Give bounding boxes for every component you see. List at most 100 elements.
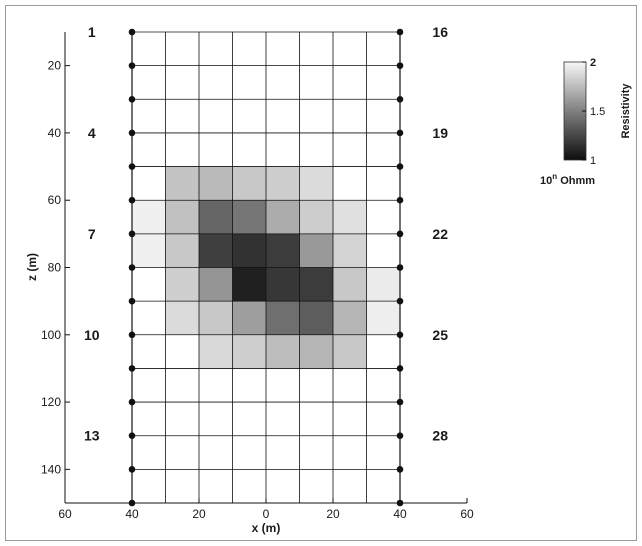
heatmap-cell <box>199 166 233 201</box>
heatmap-cell <box>266 301 300 335</box>
electrode-dot <box>396 264 404 271</box>
electrode-dot <box>128 331 136 339</box>
heatmap-cell <box>333 301 367 335</box>
electrode-dot <box>128 398 136 406</box>
electrode-dot <box>128 62 136 69</box>
heatmap-cell <box>199 233 233 268</box>
heatmap-cell <box>266 233 300 268</box>
figure-frame <box>5 5 637 541</box>
x-tick-label: 40 <box>125 507 139 521</box>
colorbar-ticks: 11.52 <box>582 57 605 167</box>
electrode-dot <box>396 466 404 473</box>
heatmap-cell <box>266 166 300 201</box>
heatmap-cell <box>199 334 233 369</box>
electrode-dot <box>396 95 404 103</box>
colorbar-unit: 10n Ohmm <box>540 172 595 187</box>
y-tick-label: 40 <box>48 126 62 140</box>
heatmap-cell <box>299 334 333 369</box>
y-axis-label: z (m) <box>25 253 39 281</box>
colorbar: 11.52 Resistivity 10n Ohmm <box>540 57 632 187</box>
heatmap-cell <box>165 233 199 268</box>
electrode-dot <box>128 196 136 204</box>
heatmap-cell <box>165 267 199 302</box>
heatmap-cell <box>232 200 266 234</box>
electrode-dot <box>128 499 136 507</box>
heatmap-cell <box>165 200 199 234</box>
heatmap-cell <box>333 233 367 268</box>
y-tick-label: 20 <box>48 59 62 73</box>
colorbar-tick-label: 2 <box>590 57 596 69</box>
electrode-number-label: 22 <box>432 226 448 242</box>
electrode-dot <box>396 129 404 137</box>
y-tick-label: 140 <box>41 462 61 476</box>
heatmap-cell <box>333 267 367 302</box>
electrode-number-label: 25 <box>432 327 448 343</box>
electrode-number-label: 16 <box>432 24 448 40</box>
mesh-grid <box>131 31 401 504</box>
electrode-dot <box>396 365 404 372</box>
heatmap-cell <box>299 301 333 335</box>
electrode-number-label: 4 <box>88 125 96 141</box>
electrode-dot <box>128 95 136 103</box>
x-tick-label: 60 <box>460 507 474 521</box>
heatmap-cell <box>199 301 233 335</box>
y-tick-label: 60 <box>48 193 62 207</box>
colorbar-tick-label: 1.5 <box>590 106 605 118</box>
heatmap-cell <box>165 301 199 335</box>
electrode-number-label: 19 <box>432 125 448 141</box>
electrode-dot <box>396 28 404 36</box>
heatmap-cell <box>299 166 333 201</box>
heatmap-cell <box>232 166 266 201</box>
heatmap-cell <box>132 233 166 268</box>
electrode-dot <box>396 297 404 305</box>
heatmap-cell <box>232 267 266 302</box>
electrode-number-label: 1 <box>88 24 96 40</box>
electrode-dot <box>128 297 136 305</box>
x-tick-label: 0 <box>263 507 270 521</box>
electrode-number-label: 10 <box>84 327 100 343</box>
heatmap-cell <box>232 301 266 335</box>
electrode-dot <box>396 499 404 507</box>
electrode-dot <box>396 163 404 170</box>
electrode-dot <box>128 129 136 137</box>
heatmap-cells <box>132 166 400 369</box>
colorbar-tick-label: 1 <box>590 155 596 167</box>
electrode-dot <box>128 264 136 271</box>
heatmap-cell <box>232 233 266 268</box>
heatmap-cell <box>266 200 300 234</box>
electrode-dot <box>396 230 404 238</box>
heatmap-cell <box>199 267 233 302</box>
x-tick-label: 40 <box>393 507 407 521</box>
electrode-dot <box>128 432 136 440</box>
heatmap-cell <box>132 200 166 234</box>
electrode-dot <box>128 28 136 36</box>
electrode-dot <box>396 398 404 406</box>
heatmap-cell <box>299 267 333 302</box>
electrode-dot <box>128 466 136 473</box>
heatmap-cell <box>165 166 199 201</box>
electrode-number-label: 7 <box>88 226 96 242</box>
heatmap-cell <box>199 200 233 234</box>
heatmap-cell <box>266 267 300 302</box>
x-axis-label: x (m) <box>252 521 281 535</box>
electrode-dot <box>128 365 136 372</box>
electrode-number-label: 28 <box>432 428 448 444</box>
heatmap-cell <box>299 200 333 234</box>
electrode-dot <box>396 196 404 204</box>
electrode-dot <box>128 163 136 170</box>
heatmap-cell <box>266 334 300 369</box>
x-tick-label: 20 <box>192 507 206 521</box>
heatmap-cell <box>333 200 367 234</box>
y-tick-label: 120 <box>41 395 61 409</box>
heatmap-cell <box>299 233 333 268</box>
electrode-dot <box>396 432 404 440</box>
electrode-labels: 1 4 7 10 13 16 19 22 25 28 <box>84 24 448 444</box>
x-tick-label: 60 <box>58 507 72 521</box>
electrode-number-label: 13 <box>84 428 100 444</box>
heatmap-cell <box>333 334 367 369</box>
electrode-dot <box>128 230 136 238</box>
electrode-dot <box>396 331 404 339</box>
electrodes <box>128 28 404 507</box>
x-tick-label: 20 <box>326 507 340 521</box>
